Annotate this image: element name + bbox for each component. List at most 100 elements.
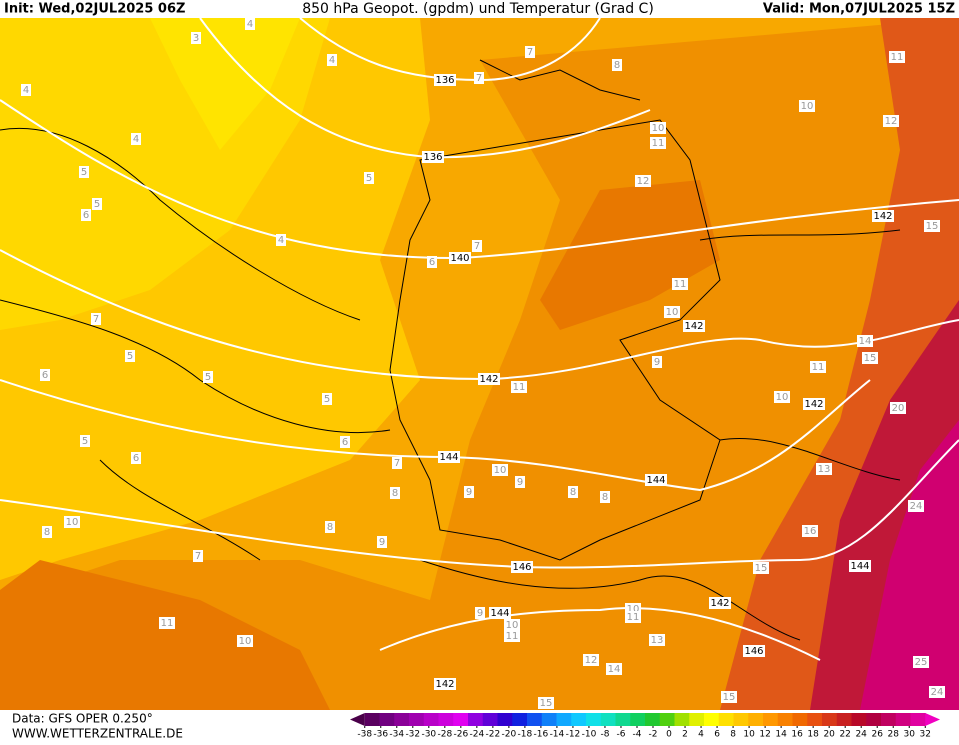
colorbar-swatch: [674, 713, 690, 726]
label-box: [79, 166, 89, 178]
temperature-label: 10: [239, 636, 252, 647]
colorbar-swatch: [866, 713, 882, 726]
temperature-label: 3: [193, 33, 199, 44]
colorbar-label: 12: [759, 730, 770, 740]
geopotential-label: 142: [435, 679, 454, 690]
colorbar-label: -8: [600, 730, 609, 740]
label-box: [478, 373, 500, 385]
colorbar-label: 4: [698, 730, 704, 740]
colorbar-label: 24: [855, 730, 867, 740]
geopotential-label: 144: [850, 561, 869, 572]
colorbar-label: -30: [421, 730, 436, 740]
temperature-label: 8: [614, 60, 620, 71]
temperature-label: 16: [804, 526, 817, 537]
label-box: [80, 435, 90, 447]
label-box: [81, 209, 91, 221]
valid-time: Valid: Mon,07JUL2025 15Z: [763, 2, 955, 17]
label-box: [883, 115, 899, 127]
label-box: [890, 402, 906, 414]
temperature-label: 15: [864, 353, 877, 364]
label-box: [131, 133, 141, 145]
label-box: [600, 491, 610, 503]
label-box: [649, 634, 665, 646]
label-box: [538, 697, 554, 709]
colorbar-label: -32: [405, 730, 420, 740]
label-box: [392, 457, 402, 469]
label-box: [849, 560, 871, 572]
temperature-label: 10: [506, 620, 519, 631]
label-box: [799, 100, 815, 112]
colorbar-label: 32: [920, 730, 931, 740]
geopotential-label: 140: [450, 253, 469, 264]
colorbar-label: -38: [357, 730, 372, 740]
label-box: [929, 686, 945, 698]
colorbar-swatch: [792, 713, 808, 726]
borders: [0, 59, 901, 641]
temperature-label: 11: [674, 279, 687, 290]
label-box: [606, 663, 622, 675]
colorbar-swatch: [836, 713, 852, 726]
temperature-label: 5: [324, 394, 330, 405]
website: WWW.WETTERZENTRALE.DE: [12, 727, 183, 741]
temperature-label: 4: [278, 235, 284, 246]
colorbar-swatch: [497, 713, 513, 726]
temperature-label: 7: [527, 47, 533, 58]
temperature-label: 14: [608, 664, 621, 675]
colorbar-swatch: [468, 713, 484, 726]
temperature-label: 20: [892, 403, 905, 414]
colorbar-swatch: [763, 713, 779, 726]
temperature-label: 9: [654, 357, 660, 368]
geopotential-label: 144: [646, 475, 665, 486]
colorbar-swatch: [600, 713, 616, 726]
label-box: [322, 393, 332, 405]
geopotential-label: 142: [684, 321, 703, 332]
label-box: [472, 240, 482, 252]
label-box: [434, 74, 456, 86]
label-box: [64, 516, 80, 528]
colorbar-swatch: [556, 713, 572, 726]
colorbar-swatch: [409, 713, 425, 726]
label-box: [664, 306, 680, 318]
colorbar-label: -34: [389, 730, 404, 740]
colorbar-label: -36: [373, 730, 388, 740]
temperature-label: 10: [801, 101, 814, 112]
label-box: [683, 320, 705, 332]
init-time: Init: Wed,02JUL2025 06Z: [4, 2, 185, 17]
label-box: [489, 607, 511, 619]
temperature-label: 11: [627, 612, 640, 623]
temperature-label: 9: [477, 608, 483, 619]
label-box: [475, 607, 485, 619]
temperature-label: 10: [627, 604, 640, 615]
label-box: [511, 561, 533, 573]
temperature-label: 11: [506, 631, 519, 642]
temperature-label: 10: [494, 465, 507, 476]
label-box: [774, 391, 790, 403]
colorbar-label: -20: [502, 730, 517, 740]
colorbar-swatch: [364, 713, 380, 726]
colorbar-label: -14: [550, 730, 565, 740]
label-box: [672, 278, 688, 290]
temperature-label: 7: [195, 551, 201, 562]
label-box: [434, 678, 456, 690]
colorbar-swatch: [689, 713, 705, 726]
colorbar-extension: [350, 713, 365, 726]
colorbar-label: 16: [791, 730, 803, 740]
label-box: [237, 635, 253, 647]
colorbar-label: -28: [437, 730, 452, 740]
colorbar-label: 22: [839, 730, 850, 740]
label-box: [325, 521, 335, 533]
label-box: [525, 46, 535, 58]
label-box: [390, 487, 400, 499]
geopotential-label: 142: [873, 211, 892, 222]
colorbar-label: -26: [453, 730, 468, 740]
data-source: Data: GFS OPER 0.250°: [12, 712, 153, 726]
label-box: [652, 356, 662, 368]
label-box: [427, 256, 437, 268]
geopotential-label: 142: [479, 374, 498, 385]
field-magenta: [860, 420, 959, 710]
colorbar-label: 30: [904, 730, 916, 740]
colorbar-swatch: [527, 713, 543, 726]
temperature-label: 13: [651, 635, 664, 646]
temperature-label: 11: [513, 382, 526, 393]
